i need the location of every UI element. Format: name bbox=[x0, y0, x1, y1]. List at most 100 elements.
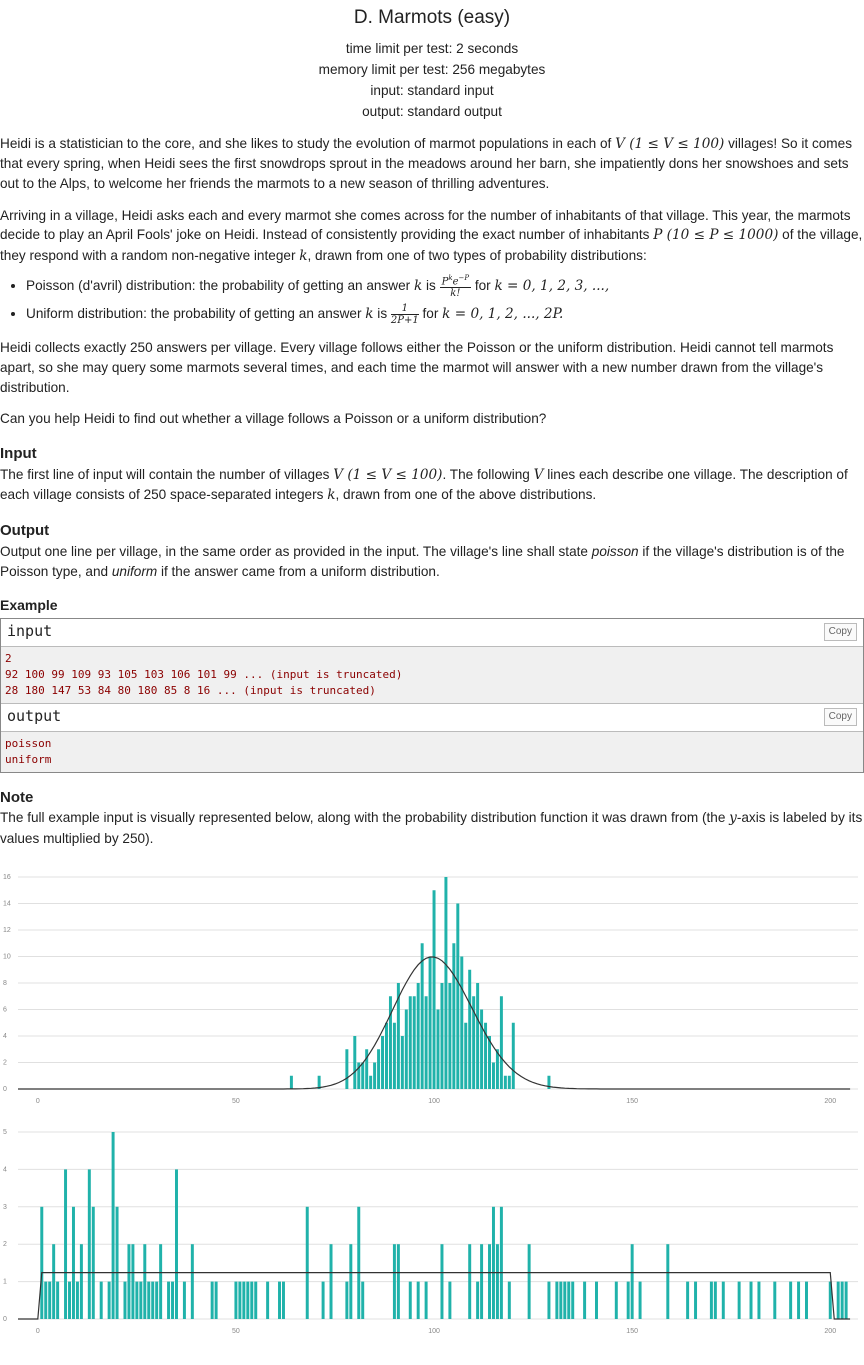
histogram-bar bbox=[385, 1022, 388, 1089]
histogram-bar bbox=[559, 1281, 563, 1319]
histogram-bar bbox=[571, 1281, 575, 1319]
histogram-bar bbox=[432, 889, 436, 1089]
copy-output-button[interactable]: Copy bbox=[823, 707, 857, 727]
x-tick-label: 200 bbox=[824, 1098, 836, 1105]
problem-page: D. Marmots (easy) time limit per test: 2… bbox=[0, 4, 864, 1349]
histogram-bar bbox=[392, 1243, 396, 1319]
histogram-bar bbox=[713, 1281, 717, 1319]
histogram-bar bbox=[369, 1075, 373, 1089]
histogram-bar bbox=[420, 942, 424, 1089]
histogram-bar bbox=[357, 1062, 361, 1089]
x-tick-label: 100 bbox=[428, 1328, 440, 1335]
histogram-bar bbox=[329, 1243, 333, 1319]
histogram-bar bbox=[805, 1281, 808, 1319]
histogram-bar bbox=[281, 1281, 285, 1319]
x-tick-label: 0 bbox=[36, 1098, 40, 1105]
statement-paragraph-4: Can you help Heidi to find out whether a… bbox=[0, 411, 547, 427]
histogram-bar bbox=[491, 1062, 495, 1089]
histogram-bar bbox=[630, 1243, 634, 1319]
histogram-bar bbox=[840, 1281, 844, 1319]
memory-limit: memory limit per test: 256 megabytes bbox=[318, 61, 546, 77]
histogram-bar bbox=[71, 1206, 75, 1319]
histogram-bar bbox=[349, 1243, 353, 1319]
histogram-bar bbox=[614, 1281, 618, 1319]
y-tick-label: 0 bbox=[3, 1316, 7, 1323]
note-text: The full example input is visually repre… bbox=[0, 810, 863, 846]
histogram-bar bbox=[234, 1281, 238, 1319]
output-heading: Output bbox=[0, 522, 50, 540]
histogram-bar bbox=[491, 1206, 495, 1319]
histogram-bar bbox=[392, 1022, 396, 1089]
histogram-bar bbox=[773, 1281, 777, 1319]
input-file: input: standard input bbox=[370, 82, 494, 98]
histogram-bar bbox=[242, 1281, 246, 1319]
y-tick-label: 2 bbox=[3, 1241, 7, 1248]
sample-input-content[interactable]: 2 92 100 99 109 93 105 103 106 101 99 ..… bbox=[1, 646, 863, 703]
histogram-bar bbox=[404, 1009, 408, 1089]
output-specification: Output Output one line per village, in t… bbox=[0, 520, 864, 581]
histogram-bar bbox=[694, 1281, 698, 1319]
sample-tests: Example input Copy 2 92 100 99 109 93 10… bbox=[0, 595, 864, 773]
histogram-bar bbox=[345, 1048, 349, 1089]
histogram-bar bbox=[91, 1206, 95, 1319]
histogram-bar bbox=[155, 1281, 159, 1319]
histogram-bar bbox=[468, 1243, 472, 1319]
sample-input-header: input Copy bbox=[1, 619, 863, 647]
poisson-fraction: Pke−P k! bbox=[439, 273, 472, 300]
histogram-bar bbox=[468, 969, 472, 1089]
histogram-bar bbox=[464, 1022, 468, 1089]
histogram-bar bbox=[167, 1281, 171, 1319]
histogram-bar bbox=[626, 1281, 630, 1319]
histogram-bar bbox=[68, 1281, 71, 1319]
histogram-bar bbox=[321, 1281, 325, 1319]
x-tick-label: 150 bbox=[626, 1328, 638, 1335]
histogram-bar bbox=[79, 1243, 83, 1319]
histogram-bar bbox=[408, 995, 412, 1089]
histogram-bar bbox=[737, 1281, 741, 1319]
histogram-bar bbox=[289, 1075, 293, 1089]
histogram-bar bbox=[476, 982, 480, 1089]
histogram-bar bbox=[836, 1281, 840, 1319]
histogram-bar bbox=[250, 1281, 254, 1319]
histogram-bar bbox=[476, 1281, 480, 1319]
statement-paragraph-3: Heidi collects exactly 250 answers per v… bbox=[0, 340, 834, 395]
histogram-bar bbox=[361, 1281, 365, 1319]
histogram-bar bbox=[357, 1206, 361, 1319]
y-tick-label: 14 bbox=[3, 900, 11, 907]
histogram-bar bbox=[499, 1206, 503, 1319]
note-heading: Note bbox=[0, 788, 34, 806]
histogram-bar bbox=[503, 1075, 507, 1089]
histogram-bar bbox=[123, 1281, 127, 1319]
sample-output-content[interactable]: poisson uniform bbox=[1, 731, 863, 772]
histogram-bar bbox=[456, 903, 460, 1089]
sample-input-label: input bbox=[7, 622, 53, 641]
histogram-bar bbox=[147, 1281, 151, 1319]
histogram-bar bbox=[44, 1281, 48, 1319]
histogram-bar bbox=[757, 1281, 761, 1319]
histogram-bar bbox=[495, 1243, 499, 1319]
histogram-bar bbox=[400, 1035, 404, 1089]
histogram-bar bbox=[583, 1281, 587, 1319]
histogram-bar bbox=[749, 1281, 753, 1319]
statement-paragraph-2: Arriving in a village, Heidi asks each a… bbox=[0, 207, 863, 265]
histogram-bar bbox=[448, 1281, 452, 1319]
histogram-bar bbox=[507, 1281, 511, 1319]
histogram-bar bbox=[111, 1131, 115, 1319]
x-tick-label: 50 bbox=[232, 1098, 240, 1105]
histogram-bar bbox=[789, 1281, 793, 1319]
histogram-bar bbox=[480, 1243, 484, 1319]
histogram-bar bbox=[210, 1281, 214, 1319]
histogram-bar bbox=[87, 1169, 91, 1319]
histogram-bar bbox=[488, 1243, 491, 1319]
histogram-bar bbox=[175, 1169, 178, 1319]
histogram-bar bbox=[495, 1048, 499, 1089]
histogram-bar bbox=[507, 1075, 511, 1089]
histogram-bar bbox=[353, 1035, 357, 1089]
histogram-bar bbox=[440, 1243, 444, 1319]
distribution-curve bbox=[18, 956, 851, 1090]
histogram-bar bbox=[396, 1243, 400, 1319]
histogram-bar bbox=[115, 1206, 119, 1319]
note-section: Note The full example input is visually … bbox=[0, 787, 864, 849]
copy-input-button[interactable]: Copy bbox=[823, 622, 857, 642]
histogram-bar bbox=[527, 1243, 531, 1319]
